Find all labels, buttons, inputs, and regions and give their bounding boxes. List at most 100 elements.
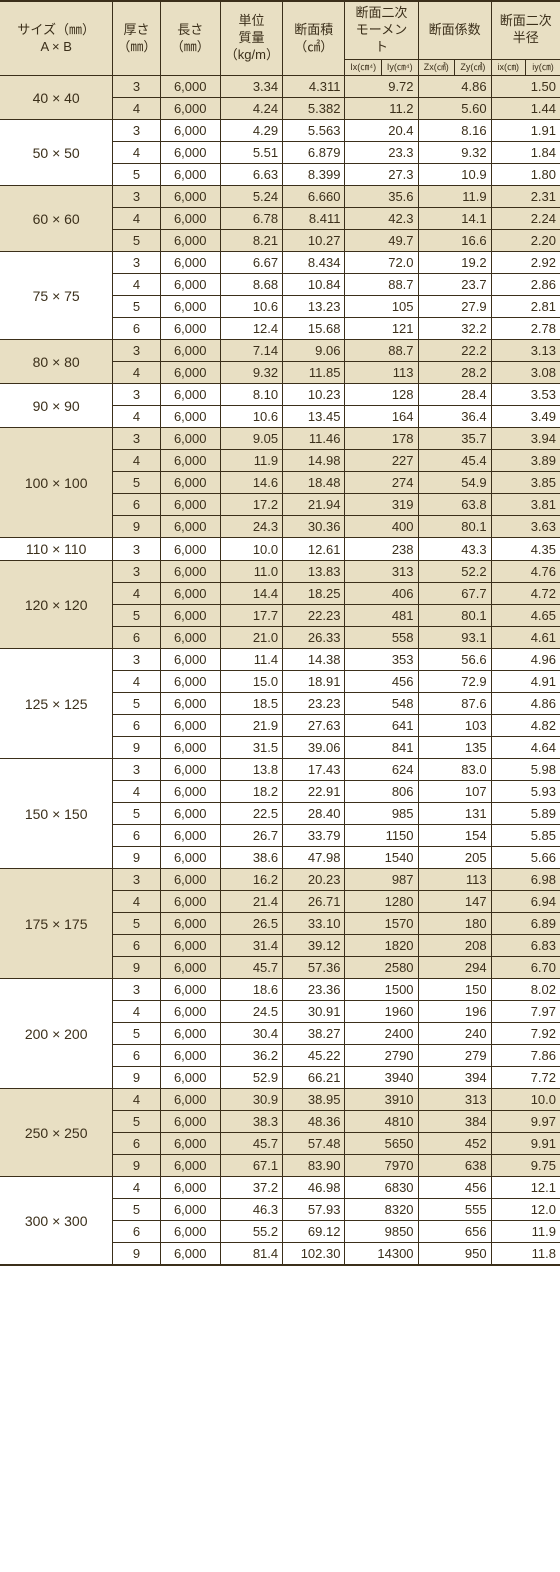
cell-length: 6,000 bbox=[160, 142, 220, 164]
header-modulus: 断面係数 bbox=[418, 1, 491, 59]
cell-thickness: 6 bbox=[113, 935, 160, 957]
cell-thickness: 3 bbox=[113, 428, 160, 450]
cell-moment: 3910 bbox=[345, 1089, 418, 1111]
cell-area: 12.61 bbox=[283, 538, 345, 561]
cell-radius: 8.02 bbox=[491, 979, 560, 1001]
cell-radius: 6.98 bbox=[491, 869, 560, 891]
cell-moment: 548 bbox=[345, 693, 418, 715]
cell-moment: 11.2 bbox=[345, 98, 418, 120]
table-row: 110 × 11036,00010.012.6123843.34.35 bbox=[0, 538, 560, 561]
cell-size: 75 × 75 bbox=[0, 252, 113, 340]
cell-thickness: 3 bbox=[113, 186, 160, 208]
cell-area: 5.563 bbox=[283, 120, 345, 142]
table-row: 40 × 4036,0003.344.3119.724.861.50 bbox=[0, 76, 560, 98]
cell-mass: 38.6 bbox=[220, 847, 282, 869]
cell-length: 6,000 bbox=[160, 428, 220, 450]
cell-radius: 2.20 bbox=[491, 230, 560, 252]
cell-area: 13.83 bbox=[283, 561, 345, 583]
cell-modulus: 63.8 bbox=[418, 494, 491, 516]
cell-thickness: 6 bbox=[113, 494, 160, 516]
cell-mass: 9.32 bbox=[220, 362, 282, 384]
cell-length: 6,000 bbox=[160, 825, 220, 847]
cell-mass: 10.6 bbox=[220, 296, 282, 318]
cell-length: 6,000 bbox=[160, 671, 220, 693]
cell-modulus: 452 bbox=[418, 1133, 491, 1155]
cell-thickness: 5 bbox=[113, 913, 160, 935]
cell-length: 6,000 bbox=[160, 98, 220, 120]
cell-size: 80 × 80 bbox=[0, 340, 113, 384]
cell-thickness: 9 bbox=[113, 1155, 160, 1177]
cell-length: 6,000 bbox=[160, 1045, 220, 1067]
cell-length: 6,000 bbox=[160, 1199, 220, 1221]
cell-area: 17.43 bbox=[283, 759, 345, 781]
cell-radius: 6.94 bbox=[491, 891, 560, 913]
cell-area: 38.27 bbox=[283, 1023, 345, 1045]
cell-mass: 11.9 bbox=[220, 450, 282, 472]
cell-moment: 274 bbox=[345, 472, 418, 494]
cell-size: 100 × 100 bbox=[0, 428, 113, 538]
cell-moment: 164 bbox=[345, 406, 418, 428]
cell-length: 6,000 bbox=[160, 715, 220, 737]
table-row: 75 × 7536,0006.678.43472.019.22.92 bbox=[0, 252, 560, 274]
cell-length: 6,000 bbox=[160, 340, 220, 362]
cell-moment: 14300 bbox=[345, 1243, 418, 1266]
cell-radius: 2.92 bbox=[491, 252, 560, 274]
cell-area: 18.91 bbox=[283, 671, 345, 693]
cell-modulus: 28.4 bbox=[418, 384, 491, 406]
cell-modulus: 384 bbox=[418, 1111, 491, 1133]
cell-length: 6,000 bbox=[160, 935, 220, 957]
cell-moment: 624 bbox=[345, 759, 418, 781]
cell-radius: 3.13 bbox=[491, 340, 560, 362]
header-radius: 断面二次半径 bbox=[491, 1, 560, 59]
cell-area: 39.06 bbox=[283, 737, 345, 759]
cell-length: 6,000 bbox=[160, 1001, 220, 1023]
cell-size: 40 × 40 bbox=[0, 76, 113, 120]
cell-length: 6,000 bbox=[160, 627, 220, 649]
cell-size: 150 × 150 bbox=[0, 759, 113, 869]
cell-modulus: 72.9 bbox=[418, 671, 491, 693]
cell-area: 33.10 bbox=[283, 913, 345, 935]
cell-radius: 1.80 bbox=[491, 164, 560, 186]
cell-length: 6,000 bbox=[160, 296, 220, 318]
cell-moment: 23.3 bbox=[345, 142, 418, 164]
cell-radius: 9.75 bbox=[491, 1155, 560, 1177]
cell-area: 48.36 bbox=[283, 1111, 345, 1133]
cell-mass: 14.4 bbox=[220, 583, 282, 605]
cell-modulus: 16.6 bbox=[418, 230, 491, 252]
cell-length: 6,000 bbox=[160, 913, 220, 935]
cell-area: 10.23 bbox=[283, 384, 345, 406]
cell-area: 66.21 bbox=[283, 1067, 345, 1089]
header-thickness: 厚さ（㎜） bbox=[113, 1, 160, 76]
cell-thickness: 4 bbox=[113, 671, 160, 693]
cell-length: 6,000 bbox=[160, 208, 220, 230]
cell-mass: 6.67 bbox=[220, 252, 282, 274]
cell-moment: 558 bbox=[345, 627, 418, 649]
cell-area: 47.98 bbox=[283, 847, 345, 869]
cell-radius: 10.0 bbox=[491, 1089, 560, 1111]
cell-thickness: 4 bbox=[113, 362, 160, 384]
cell-modulus: 147 bbox=[418, 891, 491, 913]
cell-moment: 20.4 bbox=[345, 120, 418, 142]
header-iy: Iy(㎝⁴) bbox=[381, 59, 418, 76]
cell-thickness: 6 bbox=[113, 825, 160, 847]
cell-area: 46.98 bbox=[283, 1177, 345, 1199]
cell-modulus: 14.1 bbox=[418, 208, 491, 230]
cell-radius: 3.63 bbox=[491, 516, 560, 538]
cell-moment: 6830 bbox=[345, 1177, 418, 1199]
cell-area: 18.48 bbox=[283, 472, 345, 494]
cell-modulus: 52.2 bbox=[418, 561, 491, 583]
cell-mass: 31.4 bbox=[220, 935, 282, 957]
cell-thickness: 5 bbox=[113, 605, 160, 627]
cell-modulus: 394 bbox=[418, 1067, 491, 1089]
cell-thickness: 6 bbox=[113, 1221, 160, 1243]
cell-radius: 3.94 bbox=[491, 428, 560, 450]
cell-moment: 481 bbox=[345, 605, 418, 627]
cell-area: 22.91 bbox=[283, 781, 345, 803]
cell-length: 6,000 bbox=[160, 76, 220, 98]
table-row: 125 × 12536,00011.414.3835356.64.96 bbox=[0, 649, 560, 671]
cell-modulus: 93.1 bbox=[418, 627, 491, 649]
cell-moment: 406 bbox=[345, 583, 418, 605]
cell-thickness: 4 bbox=[113, 98, 160, 120]
cell-radius: 3.81 bbox=[491, 494, 560, 516]
cell-thickness: 4 bbox=[113, 450, 160, 472]
